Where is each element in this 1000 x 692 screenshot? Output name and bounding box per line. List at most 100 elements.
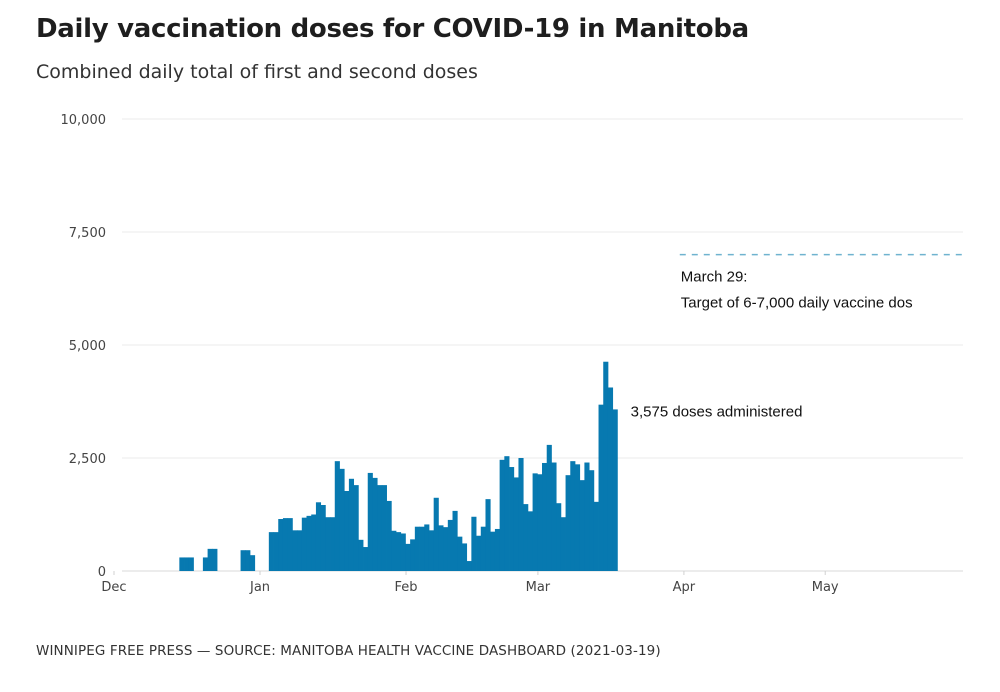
bar (499, 459, 505, 571)
bar (367, 472, 373, 571)
bar (612, 409, 618, 571)
bar (315, 502, 322, 571)
bar (287, 518, 293, 571)
bar (249, 555, 256, 571)
y-tick-label: 10,000 (61, 113, 107, 128)
bar (579, 480, 585, 571)
x-tick-label: Feb (395, 580, 418, 595)
bar (391, 530, 397, 571)
y-tick-label: 0 (98, 565, 106, 580)
bar (433, 497, 439, 571)
bar (452, 510, 458, 571)
bar (513, 477, 519, 571)
bar (330, 517, 336, 571)
bar (372, 477, 378, 571)
y-tick-label: 5,000 (69, 339, 106, 354)
bar (301, 517, 307, 571)
x-tick-label: May (812, 580, 839, 595)
bar (334, 461, 340, 571)
bar (589, 470, 595, 571)
bar (603, 361, 609, 571)
bar (537, 474, 543, 571)
bar (546, 444, 552, 571)
bar (457, 536, 463, 571)
bar (551, 462, 557, 571)
bar (348, 478, 355, 571)
chart-subtitle: Combined daily total of first and second… (36, 61, 478, 83)
bar (485, 499, 491, 571)
bar (240, 550, 246, 571)
bar (480, 526, 486, 571)
bar (414, 526, 420, 571)
chart-title: Daily vaccination doses for COVID-19 in … (36, 14, 749, 44)
bar (428, 530, 435, 571)
bar (490, 531, 496, 571)
bar (494, 528, 501, 571)
bar (518, 458, 524, 571)
bar (419, 526, 425, 571)
bar (560, 517, 566, 571)
bar (207, 548, 213, 571)
bar (212, 548, 218, 571)
x-tick-label: Jan (249, 580, 270, 595)
bar (584, 462, 590, 571)
bar (273, 532, 279, 571)
bar (202, 557, 208, 571)
bar (320, 505, 326, 571)
bar (527, 511, 533, 571)
bar (396, 532, 402, 571)
x-axis: Dec Jan Feb Mar Apr May (101, 571, 839, 595)
bar (466, 561, 472, 571)
source-footer: WINNIPEG FREE PRESS — SOURCE: MANITOBA H… (36, 643, 661, 659)
bar (447, 519, 453, 571)
bar (424, 524, 430, 571)
bar (438, 525, 444, 571)
bar (344, 490, 350, 571)
bar (297, 530, 303, 571)
bar (598, 404, 604, 571)
bar (188, 557, 194, 571)
target-label-date: March 29: (681, 269, 748, 286)
y-tick-label: 2,500 (69, 452, 106, 467)
bar (353, 485, 359, 571)
bar (565, 475, 571, 571)
bar (386, 500, 392, 571)
annotations: 3,575 doses administered March 29: Target … (631, 253, 963, 420)
y-axis-ticks: 0 2,500 5,000 7,500 10,000 (61, 113, 107, 580)
bar (532, 473, 538, 571)
bar (363, 547, 369, 571)
latest-value-label: 3,575 doses administered (631, 403, 803, 420)
bar (339, 468, 345, 571)
bar (358, 539, 364, 571)
bar (268, 532, 274, 571)
target-label-text: Target of 6-7,000 daily vaccine dos (681, 295, 913, 312)
x-tick-label: Mar (526, 580, 551, 595)
bar (405, 543, 411, 571)
bar (179, 557, 185, 571)
bar (377, 485, 383, 571)
bar (410, 539, 416, 571)
bar (400, 533, 406, 571)
bar (443, 527, 449, 571)
bar (556, 503, 562, 571)
bar (282, 518, 289, 571)
bar (292, 530, 298, 571)
x-tick-label: Apr (673, 580, 696, 595)
bar (509, 467, 515, 571)
bar (311, 514, 317, 571)
y-tick-label: 7,500 (69, 226, 106, 241)
x-tick-label: Dec (101, 580, 126, 595)
bar (471, 516, 477, 571)
bar (542, 462, 548, 571)
bar (476, 535, 482, 571)
bar (184, 557, 190, 571)
bar (593, 501, 599, 571)
bar (574, 464, 581, 571)
bar (570, 461, 576, 571)
bar (607, 387, 614, 571)
bar (306, 515, 312, 571)
bar (523, 504, 529, 571)
bar (504, 456, 510, 571)
bar (461, 543, 468, 571)
